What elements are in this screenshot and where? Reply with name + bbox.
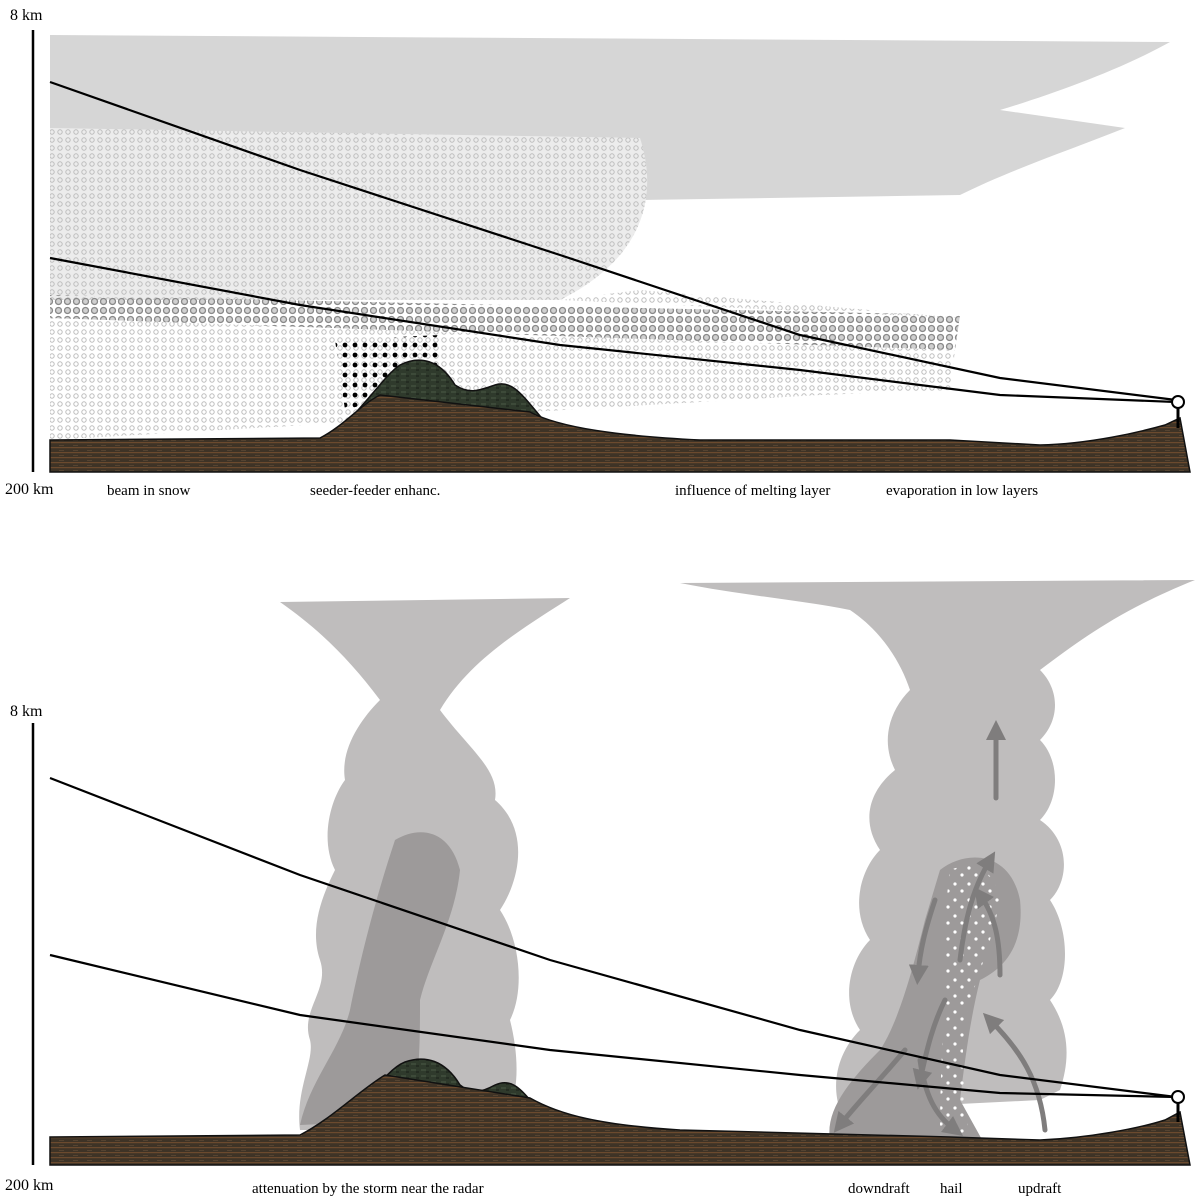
radar-icon xyxy=(1171,395,1185,409)
seeder-feeder-rain xyxy=(335,335,440,410)
annotation-attenuation: attenuation by the storm near the radar xyxy=(252,1181,484,1197)
annotation-seeder-feeder: seeder-feeder enhanc. xyxy=(310,483,441,499)
annotation-melting-layer: influence of melting layer xyxy=(675,483,831,499)
annotation-updraft: updraft xyxy=(1018,1181,1062,1197)
top-panel xyxy=(31,30,1191,473)
annotation-downdraft: downdraft xyxy=(848,1181,910,1197)
beam-upper-2 xyxy=(49,776,1177,1099)
rain-region-light xyxy=(50,318,955,440)
bottom-panel xyxy=(31,580,1195,1166)
top-y-axis-label: 8 km xyxy=(10,7,43,24)
hail-region xyxy=(940,866,1000,1140)
storm-core-left xyxy=(300,832,460,1125)
downdraft-arrow-4 xyxy=(917,1057,963,1137)
beam-upper xyxy=(49,80,1177,402)
melting-layer xyxy=(50,295,960,350)
downdraft-arrow-2 xyxy=(908,897,938,985)
bottom-y-axis-label: 8 km xyxy=(10,703,43,720)
radar-icon-2 xyxy=(1171,1090,1185,1104)
snow-region-right xyxy=(560,290,960,318)
updraft-arrow-low xyxy=(982,1012,1048,1133)
ground xyxy=(49,394,1191,473)
updraft-arrow-curl xyxy=(974,886,1003,978)
annotation-beam-in-snow: beam in snow xyxy=(107,483,191,499)
top-x-axis-label: 200 km xyxy=(5,481,54,498)
annotation-evaporation: evaporation in low layers xyxy=(886,483,1039,499)
beam-lower xyxy=(49,256,1177,404)
flow-arrows xyxy=(833,720,1048,1137)
snow-region-dots xyxy=(50,128,648,300)
storm-cloud-right xyxy=(680,580,1195,1110)
ground-2 xyxy=(49,1074,1191,1166)
annotation-hail: hail xyxy=(940,1181,963,1197)
downdraft-arrow-3 xyxy=(833,1047,908,1133)
bottom-x-axis-label: 200 km xyxy=(5,1177,54,1194)
beam-lower-2 xyxy=(49,953,1177,1099)
updraft-arrow-core xyxy=(957,851,996,963)
